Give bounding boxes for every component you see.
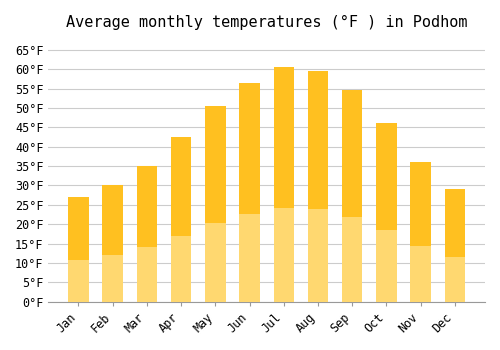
Bar [171, 137, 192, 302]
Bar [376, 124, 396, 302]
Bar [205, 223, 226, 302]
Bar [240, 83, 260, 302]
Bar [240, 214, 260, 302]
Bar [68, 197, 88, 302]
Bar [308, 209, 328, 302]
Bar [410, 246, 431, 302]
Bar [171, 236, 192, 302]
Bar [342, 90, 362, 302]
Bar [102, 186, 123, 302]
Bar [376, 230, 396, 302]
Title: Average monthly temperatures (°F ) in Podhom: Average monthly temperatures (°F ) in Po… [66, 15, 468, 30]
Bar [444, 189, 465, 302]
Bar [308, 71, 328, 302]
Bar [205, 106, 226, 302]
Bar [444, 257, 465, 302]
Bar [68, 260, 88, 302]
Bar [136, 247, 157, 302]
Bar [342, 217, 362, 302]
Bar [102, 255, 123, 302]
Bar [410, 162, 431, 302]
Bar [274, 67, 294, 302]
Bar [274, 208, 294, 302]
Bar [136, 166, 157, 302]
